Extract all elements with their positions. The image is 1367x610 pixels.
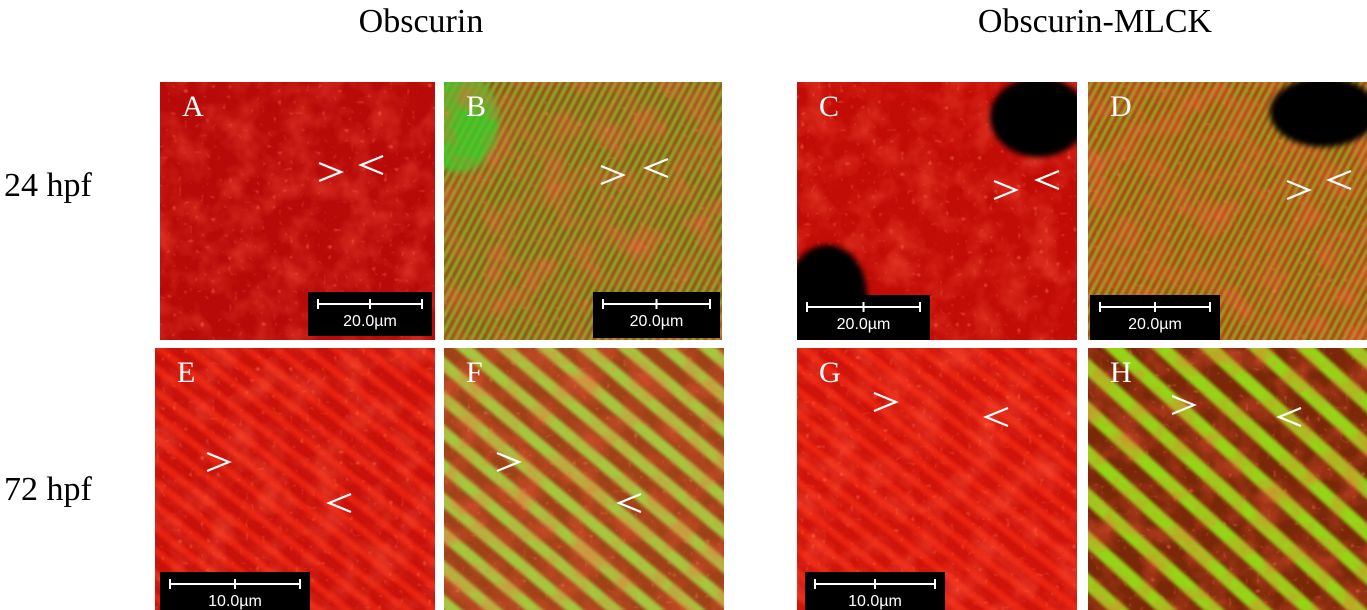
arrowhead [873, 391, 899, 413]
speckle [797, 348, 1077, 610]
arrowhead [1326, 169, 1352, 191]
scale-bar-label: 10.0µm [208, 593, 262, 610]
panel-letter: B [466, 90, 486, 123]
panel-letter: E [177, 356, 195, 389]
row-label: 72 hpf [4, 471, 93, 508]
arrowhead [1171, 394, 1197, 416]
micrograph [444, 348, 724, 610]
arrowhead [496, 451, 522, 473]
micrograph [444, 82, 722, 340]
arrowhead [1034, 169, 1060, 191]
scale-bar-label: 20.0µm [343, 313, 397, 330]
micrograph [797, 348, 1077, 610]
speckle [155, 348, 435, 610]
dark-region [990, 82, 1077, 157]
scale-bar-label: 20.0µm [837, 316, 891, 333]
image-panel: E 10.0µm [155, 348, 435, 610]
arrowhead [326, 492, 352, 514]
column-header: Obscurin [359, 3, 484, 40]
arrowhead [318, 161, 344, 183]
panel-letter: C [819, 90, 839, 123]
arrowhead [600, 164, 626, 186]
arrowhead [983, 406, 1009, 428]
scale-bar-box [160, 572, 310, 610]
scale-bar-label: 20.0µm [630, 313, 684, 330]
scale-bar-label: 20.0µm [1128, 316, 1182, 333]
image-panel: F [444, 348, 724, 610]
image-panel: A 20.0µm [160, 82, 435, 340]
dark-region [1270, 82, 1367, 147]
panel-letter: H [1110, 356, 1132, 389]
arrowhead [206, 451, 232, 473]
panel-letter: D [1110, 90, 1132, 123]
micrograph [155, 348, 435, 610]
image-panel: D 20.0µm [1088, 82, 1367, 340]
micrograph [1088, 82, 1367, 340]
arrowhead [616, 492, 642, 514]
column-header: Obscurin-MLCK [978, 3, 1213, 40]
micrograph [1088, 348, 1367, 610]
panel-letter: A [182, 90, 204, 123]
arrowhead [993, 179, 1019, 201]
image-panel: B 20.0µm [444, 82, 722, 340]
scale-bar-label: 10.0µm [848, 593, 902, 610]
speckle [444, 348, 724, 610]
arrowhead [358, 154, 384, 176]
arrowhead [1276, 406, 1302, 428]
arrowhead [643, 157, 669, 179]
panel-letter: F [466, 356, 483, 389]
speckle [1088, 348, 1367, 610]
image-panel: H [1088, 348, 1367, 610]
panel-letter: G [819, 356, 841, 389]
row-label: 24 hpf [4, 167, 93, 204]
micrograph [160, 82, 435, 340]
arrowhead [1286, 179, 1312, 201]
image-panel: G 10.0µm [797, 348, 1077, 610]
scale-bar-box [805, 572, 945, 610]
image-panel: C 20.0µm [797, 82, 1077, 340]
